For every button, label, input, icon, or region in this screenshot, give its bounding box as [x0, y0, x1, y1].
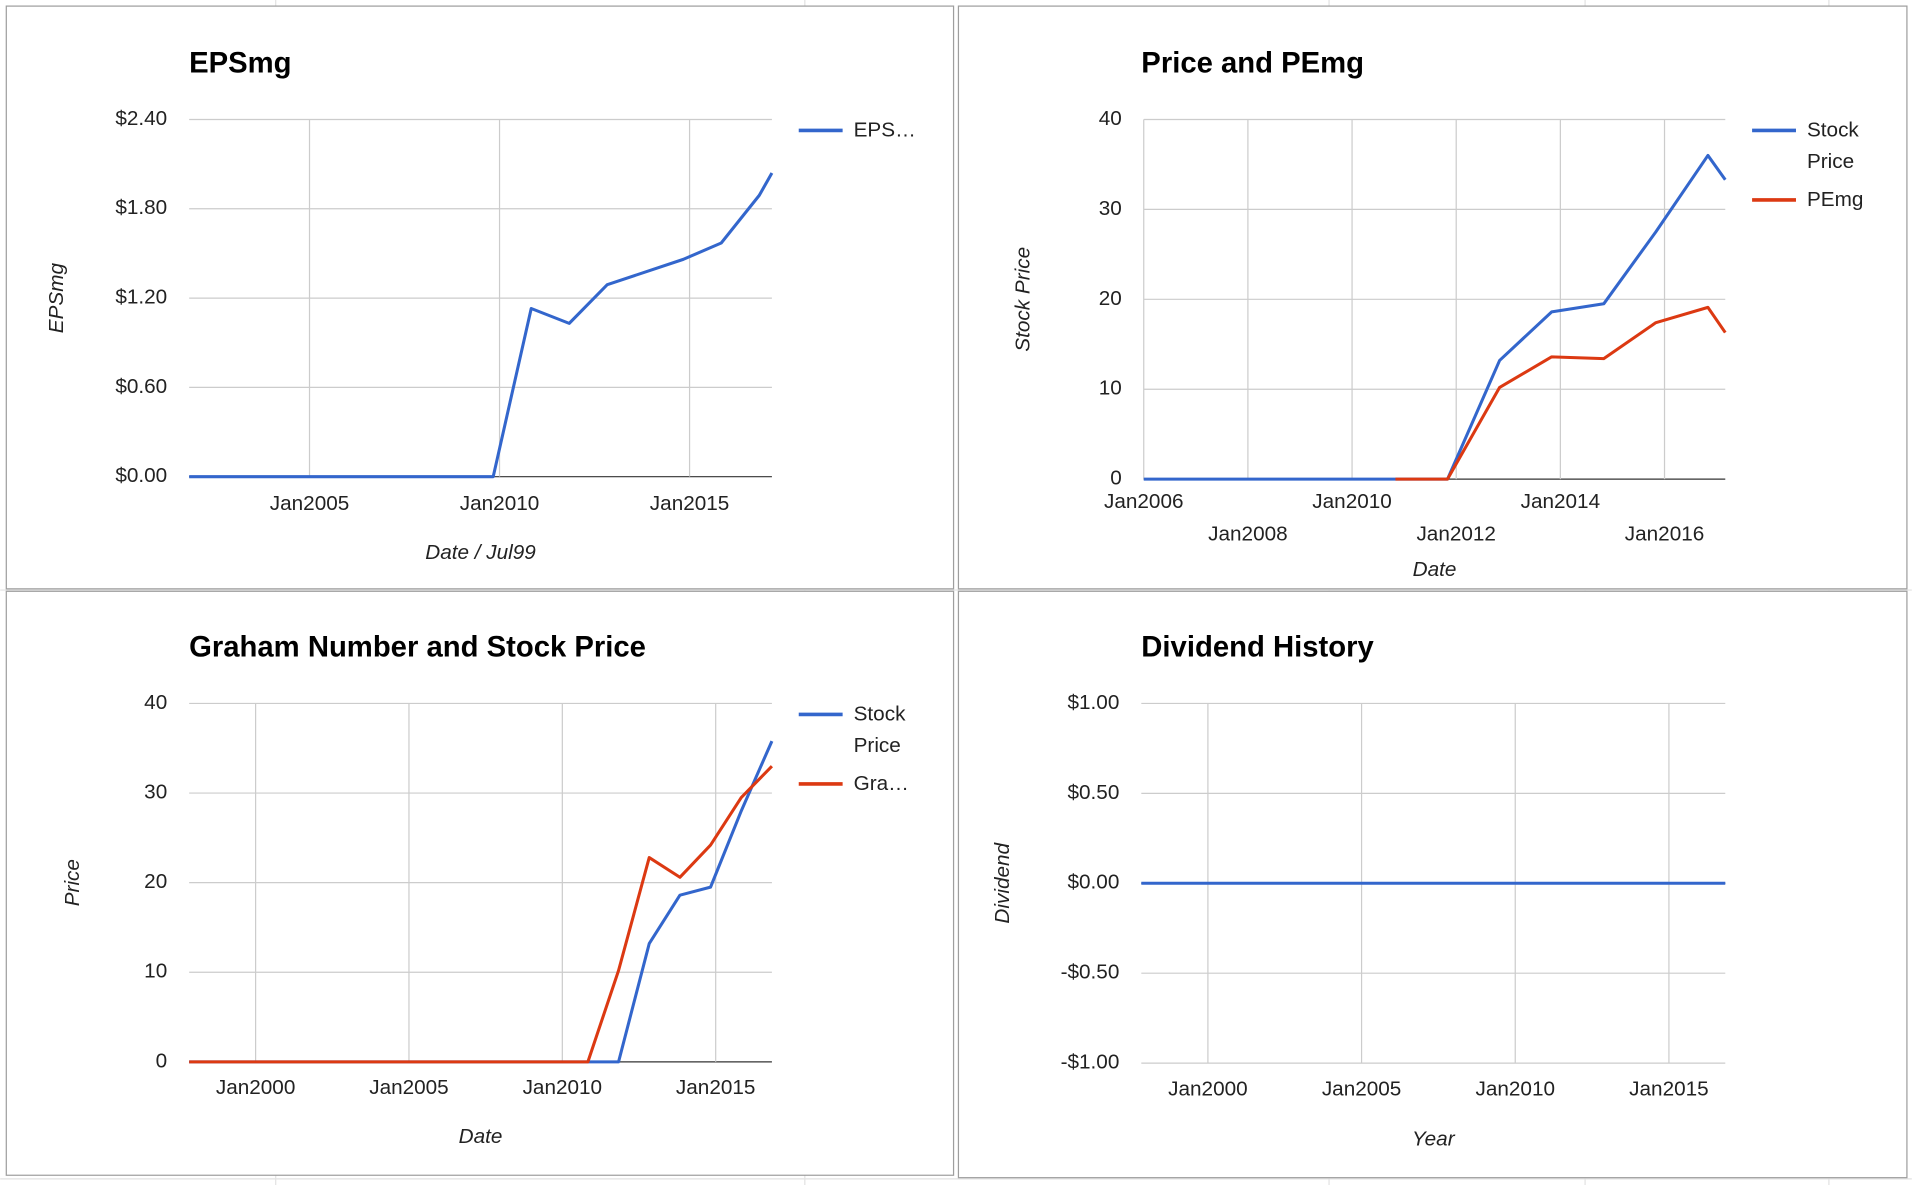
- x-tick-label: Jan2010: [523, 1076, 603, 1099]
- y-tick-label: 20: [144, 870, 167, 893]
- y-tick-label: 0: [156, 1049, 168, 1072]
- chart-title: Dividend History: [1141, 631, 1374, 663]
- legend-label: Gra…: [853, 771, 909, 795]
- x-tick-label: Jan2000: [216, 1076, 296, 1099]
- y-tick-label: 30: [1099, 197, 1122, 220]
- legend-entry: PEmg: [1806, 187, 1864, 211]
- series-line: [189, 765, 773, 1064]
- legend-label: PEmg: [1806, 187, 1864, 211]
- y-tick-label: -$0.50: [1061, 961, 1120, 984]
- y-tick-label: $0.00: [1068, 871, 1120, 894]
- x-tick-label: Jan2000: [1168, 1077, 1248, 1100]
- y-tick-label: 40: [144, 691, 167, 714]
- chart-title: EPSmg: [189, 47, 291, 79]
- y-tick-label: 40: [1099, 107, 1122, 130]
- x-tick-label: Jan2010: [1312, 490, 1392, 513]
- y-tick-label: $0.60: [115, 375, 167, 398]
- y-tick-label: $1.20: [115, 286, 167, 309]
- y-tick-label: 10: [1099, 377, 1122, 400]
- y-tick-label: $0.00: [115, 464, 167, 487]
- x-tick-label: Jan2015: [1629, 1077, 1709, 1100]
- y-tick-label: $2.40: [115, 107, 167, 130]
- panel: [957, 5, 1908, 590]
- x-tick-label: Jan2005: [369, 1076, 449, 1099]
- y-tick-label: 20: [1099, 287, 1122, 310]
- x-tick-label: Jan2015: [676, 1076, 756, 1099]
- legend-label: EPS…: [853, 118, 916, 142]
- chart-title: Graham Number and Stock Price: [189, 631, 646, 663]
- x-tick-label: Jan2016: [1625, 523, 1704, 546]
- y-tick-label: $1.80: [115, 196, 167, 219]
- y-axis-label: Dividend: [991, 841, 1014, 923]
- legend-entry: Stock Price: [853, 702, 906, 758]
- series-line: [189, 172, 774, 479]
- x-tick-label: Jan2005: [270, 492, 350, 515]
- series-line: [189, 740, 774, 1064]
- y-tick-label: $0.50: [1068, 781, 1120, 804]
- legend-entry: Stock Price: [1806, 118, 1859, 174]
- series-line: [1143, 153, 1727, 481]
- x-axis-label: Date: [1413, 558, 1457, 581]
- x-tick-label: Jan2012: [1416, 523, 1496, 546]
- x-axis-label: Date / Jul99: [425, 541, 536, 564]
- legend-entry: EPS…: [853, 118, 916, 142]
- x-tick-label: Jan2014: [1521, 490, 1601, 513]
- x-tick-label: Jan2005: [1322, 1077, 1402, 1100]
- x-tick-label: Jan2015: [650, 492, 730, 515]
- y-tick-label: 10: [144, 960, 167, 983]
- x-tick-label: Jan2010: [460, 492, 540, 515]
- legend-label: Stock Price: [853, 702, 906, 758]
- y-axis-label: Stock Price: [1012, 247, 1035, 352]
- x-axis-label: Date: [459, 1125, 503, 1148]
- y-axis-label: Price: [61, 859, 84, 906]
- y-tick-label: 0: [1110, 467, 1122, 490]
- x-tick-label: Jan2008: [1208, 523, 1288, 546]
- x-tick-label: Jan2006: [1104, 490, 1184, 513]
- y-tick-label: 30: [144, 781, 167, 804]
- legend-label: Stock Price: [1806, 118, 1859, 174]
- series-line: [1395, 305, 1727, 481]
- chart-title: Price and PEmg: [1141, 47, 1364, 79]
- y-tick-label: $1.00: [1068, 691, 1120, 714]
- x-axis-label: Year: [1412, 1127, 1456, 1150]
- legend-entry: Gra…: [853, 771, 909, 795]
- y-tick-label: -$1.00: [1061, 1051, 1120, 1074]
- y-axis-label: EPSmg: [45, 262, 68, 333]
- x-tick-label: Jan2010: [1476, 1077, 1556, 1100]
